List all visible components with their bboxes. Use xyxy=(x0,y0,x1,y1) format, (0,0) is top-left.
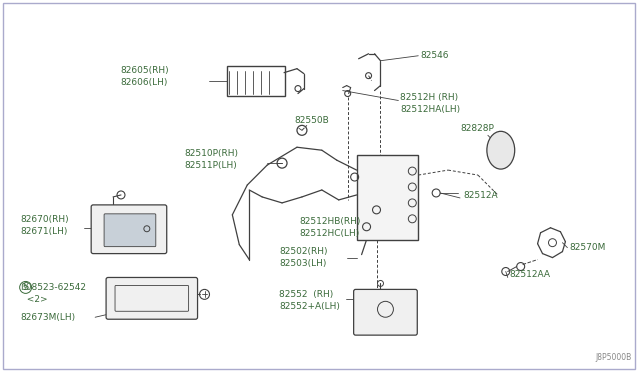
Bar xyxy=(227,66,285,96)
Ellipse shape xyxy=(487,131,515,169)
Text: 82546: 82546 xyxy=(420,51,449,60)
Bar xyxy=(356,155,419,240)
Text: 82570M: 82570M xyxy=(570,243,606,252)
Text: 82512H (RH): 82512H (RH) xyxy=(401,93,458,102)
FancyBboxPatch shape xyxy=(354,289,417,335)
Text: <2>: <2> xyxy=(20,295,47,304)
Text: 82550B: 82550B xyxy=(294,116,329,125)
Text: 82552+A(LH): 82552+A(LH) xyxy=(279,302,340,311)
Text: 82512HA(LH): 82512HA(LH) xyxy=(401,105,461,114)
Text: 82671(LH): 82671(LH) xyxy=(20,227,68,236)
FancyBboxPatch shape xyxy=(104,214,156,247)
Text: 82512AA: 82512AA xyxy=(509,270,551,279)
Text: ß08523-62542: ß08523-62542 xyxy=(20,283,86,292)
Text: 82503(LH): 82503(LH) xyxy=(279,259,326,268)
Text: 82605(RH): 82605(RH) xyxy=(120,66,168,75)
FancyBboxPatch shape xyxy=(106,278,198,319)
Text: 82502(RH): 82502(RH) xyxy=(279,247,328,256)
FancyBboxPatch shape xyxy=(91,205,167,254)
Text: 82606(LH): 82606(LH) xyxy=(120,78,168,87)
Text: J8P5000B: J8P5000B xyxy=(595,353,632,362)
Text: S: S xyxy=(22,282,29,292)
Text: 82512HC(LH): 82512HC(LH) xyxy=(299,229,359,238)
Text: 82673M(LH): 82673M(LH) xyxy=(20,313,76,322)
Text: 82552  (RH): 82552 (RH) xyxy=(279,290,333,299)
Text: 82512HB(RH): 82512HB(RH) xyxy=(299,217,360,226)
Text: 82512A: 82512A xyxy=(463,192,498,201)
Text: 82511P(LH): 82511P(LH) xyxy=(184,161,237,170)
Text: 82828P: 82828P xyxy=(460,124,494,133)
Text: 82510P(RH): 82510P(RH) xyxy=(184,149,239,158)
Text: 82670(RH): 82670(RH) xyxy=(20,215,69,224)
